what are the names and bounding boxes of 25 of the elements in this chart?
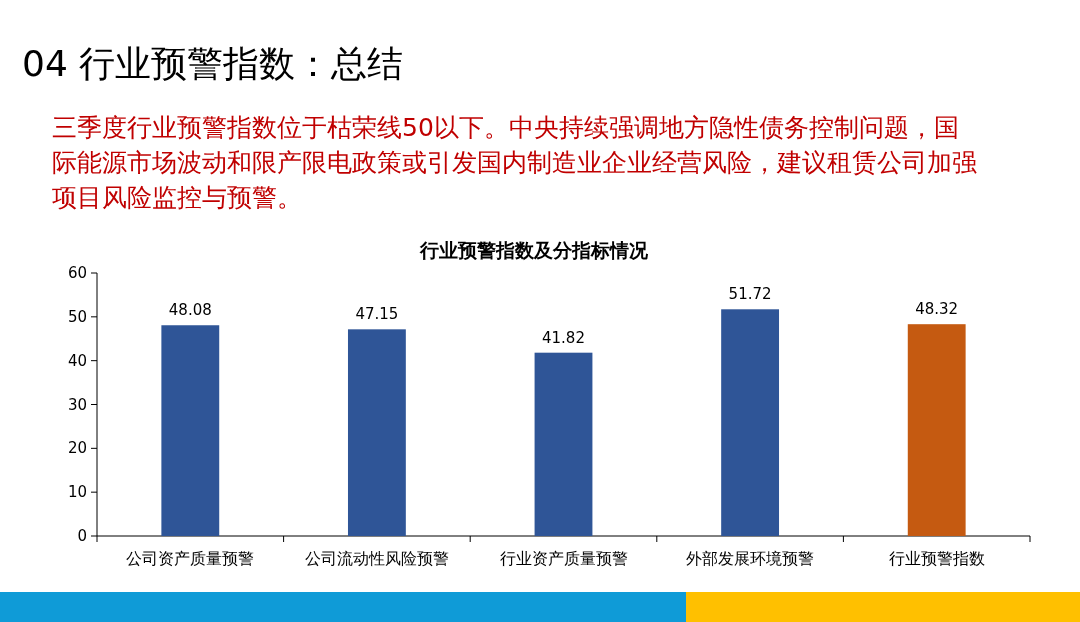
x-tick-label: 公司流动性风险预警 — [304, 549, 449, 568]
data-label: 41.82 — [542, 328, 585, 347]
y-tick-label: 60 — [67, 264, 87, 282]
bar — [347, 329, 406, 536]
data-label: 48.32 — [915, 300, 959, 319]
y-tick-label: 30 — [67, 395, 87, 414]
y-tick-label: 50 — [67, 307, 87, 326]
x-tick-label: 外部发展环境预警 — [686, 549, 815, 568]
text: 04 行业预警指数：总结 — [22, 42, 404, 86]
y-tick-label: 40 — [67, 351, 87, 370]
bar — [907, 324, 966, 536]
data-label: 51.72 — [728, 285, 772, 304]
data-label: 47.15 — [355, 305, 399, 324]
y-tick-label: 0 — [77, 527, 87, 545]
x-tick-label: 行业资产质量预警 — [499, 549, 628, 568]
x-tick-label: 公司资产质量预警 — [126, 549, 255, 568]
bar — [534, 352, 593, 536]
y-tick-label: 10 — [67, 483, 87, 502]
bar — [721, 309, 780, 536]
text: 三季度行业预警指数位于枯荣线50以下。中央持续强调地方隐性债务控制问题，国际能源市场波动和限产限电政策或引发国内制造业企业经营风险，建议租赁公司加强项目风险监控与预警。 — [52, 112, 978, 214]
x-tick-label: 行业预警指数 — [888, 549, 985, 568]
data-label: 48.08 — [168, 301, 212, 320]
bar — [161, 325, 220, 536]
chart-title: 行业预警指数及分指标情况 — [418, 239, 649, 261]
y-tick-label: 20 — [67, 439, 87, 458]
